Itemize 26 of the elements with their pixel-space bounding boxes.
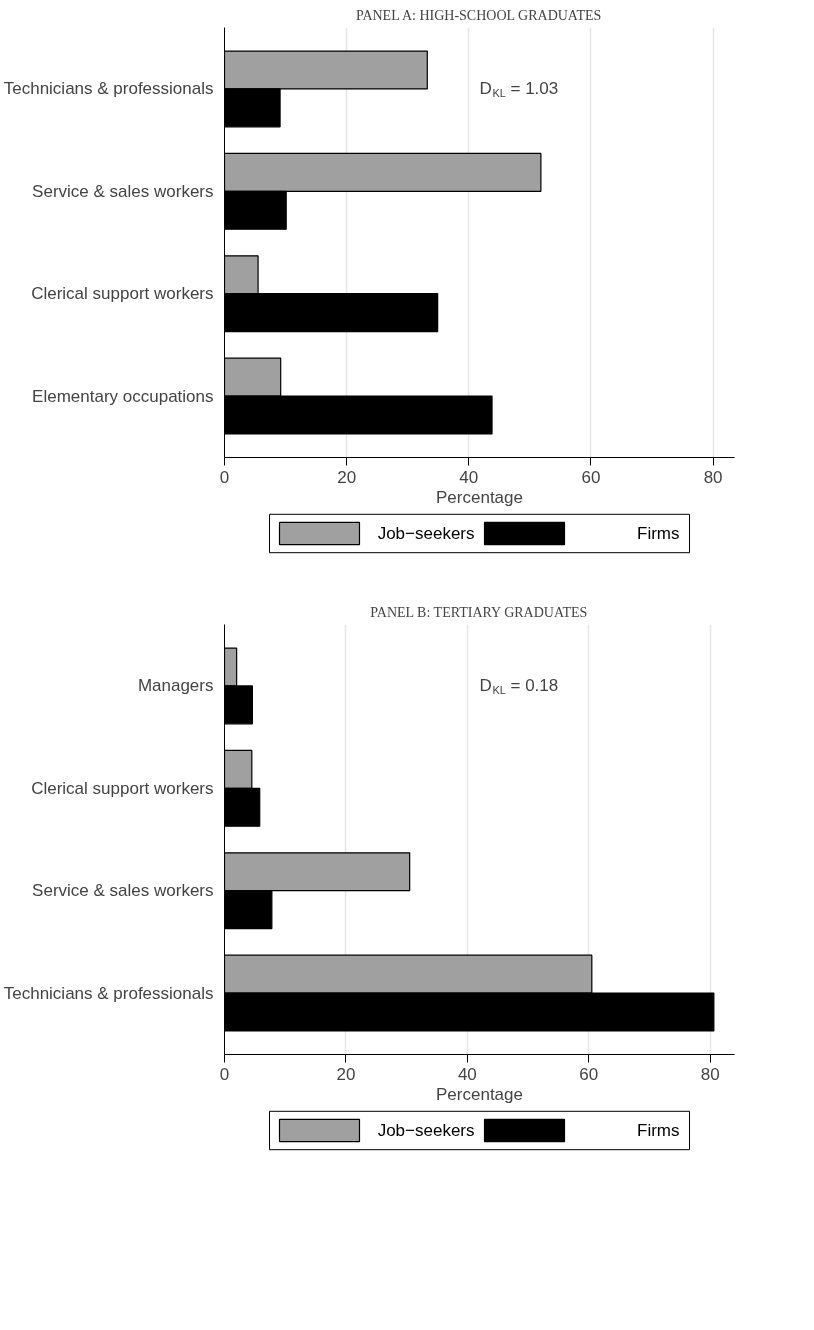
x-tick-label: 40 bbox=[459, 467, 479, 487]
legend-label: Job−seekers bbox=[377, 524, 475, 543]
y-tick-label: Elementary occupations bbox=[32, 386, 214, 406]
x-tick-label: 40 bbox=[457, 1064, 477, 1084]
text: Firms bbox=[637, 524, 680, 543]
chart-title: PANEL B: TERTIARY GRADUATES bbox=[370, 604, 588, 620]
y-tick-label: Managers bbox=[137, 676, 214, 696]
x-axis-title: Percentage bbox=[436, 1084, 523, 1104]
x-tick-label: 20 bbox=[337, 467, 357, 487]
x-tick-label: 60 bbox=[581, 467, 601, 487]
y-tick-label: Service & sales workers bbox=[32, 881, 214, 901]
x-tick-label: 0 bbox=[219, 1064, 230, 1084]
x-tick-label: 80 bbox=[703, 467, 723, 487]
y-tick-label: Service & sales workers bbox=[32, 181, 214, 201]
x-axis-title: Percentage bbox=[436, 487, 523, 507]
x-tick-label: 60 bbox=[579, 1064, 599, 1084]
text: Firms bbox=[637, 1121, 680, 1140]
chart-title: PANEL A: HIGH-SCHOOL GRADUATES bbox=[355, 7, 602, 23]
y-tick-label: Clerical support workers bbox=[31, 778, 214, 798]
x-tick-label: 80 bbox=[700, 1064, 720, 1084]
y-tick-label: Clerical support workers bbox=[31, 284, 214, 304]
y-tick-label: Technicians & professionals bbox=[3, 79, 214, 99]
x-tick-label: 20 bbox=[336, 1064, 356, 1084]
legend-label: Job−seekers bbox=[377, 1121, 475, 1140]
x-tick-label: 0 bbox=[219, 467, 230, 487]
y-tick-label: Technicians & professionals bbox=[3, 983, 214, 1003]
